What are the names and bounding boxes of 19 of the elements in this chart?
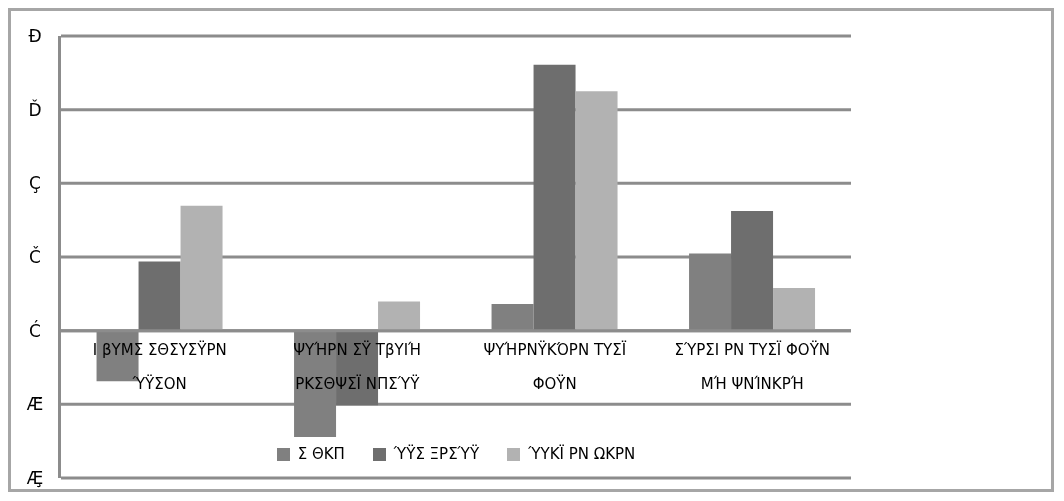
- text: Č: [28, 246, 42, 268]
- x-tick-label: ΨΥΉΡΝΫΚΌΡΝ ΤΥΣΪ ΦΟΫΝ: [483, 340, 627, 394]
- text: Æ̃: [25, 393, 45, 416]
- bar: [773, 288, 816, 331]
- legend-label: ΎΥΚΪ ΡΝ ΩΚΡΝ: [527, 445, 636, 463]
- text: Ð: [27, 25, 43, 47]
- bar: [731, 210, 774, 331]
- bar: [378, 301, 421, 331]
- bar: [138, 261, 181, 331]
- bar: [180, 205, 223, 331]
- text: Ç: [28, 172, 42, 195]
- legend-label: ΎΫΣ ΞΡΣΎΫ: [392, 445, 480, 463]
- text: Ď: [27, 98, 43, 121]
- legend-label: Σ ΘΚΠ: [296, 445, 345, 463]
- text: Æ̧: [25, 467, 45, 489]
- text: Ć: [28, 319, 42, 342]
- x-tick-label: ΣΎΡΣΙ ΡΝ ΤΥΣΪ ΦΟΫΝ ΜΉ ΨΝΊΝΚΡΉ: [674, 340, 831, 394]
- bar: [533, 64, 576, 331]
- bar: [575, 91, 618, 331]
